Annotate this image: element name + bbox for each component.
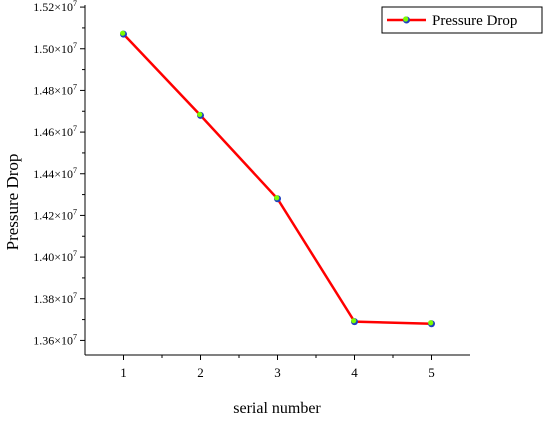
y-tick-label: 1.50×107 — [33, 41, 77, 56]
legend-label: Pressure Drop — [432, 13, 517, 29]
series-line — [122, 33, 432, 325]
y-tick-label: 1.48×107 — [33, 82, 77, 97]
y-axis-label: Pressure Drop — [3, 154, 22, 251]
data-point[interactable] — [120, 30, 127, 38]
y-tick-label: 1.36×107 — [33, 332, 77, 347]
y-tick-label: 1.38×107 — [33, 291, 77, 306]
data-point[interactable] — [351, 318, 358, 326]
y-ticks: 1.36×107 1.38×107 1.40×107 1.42×107 1.44×107… — [33, 0, 85, 347]
x-ticks: 1 2 3 4 5 — [120, 355, 435, 380]
data-point-marker — [351, 318, 357, 324]
y-tick-label: 1.40×107 — [33, 249, 77, 264]
x-axis-label: serial number — [233, 400, 321, 417]
data-point[interactable] — [428, 320, 435, 328]
data-point-marker — [428, 320, 434, 326]
axes — [84, 5, 470, 356]
data-point[interactable] — [197, 111, 204, 119]
legend[interactable]: Pressure Drop — [381, 6, 543, 34]
y-tick-label: 1.42×107 — [33, 207, 77, 222]
x-tick-label: 1 — [120, 365, 127, 380]
x-tick-label: 2 — [197, 365, 204, 380]
y-tick-label: 1.46×107 — [33, 124, 77, 139]
data-point-marker — [197, 111, 203, 118]
legend-marker — [403, 16, 409, 22]
x-tick-label: 4 — [351, 365, 358, 380]
x-tick-label: 5 — [428, 365, 435, 380]
y-tick-label: 1.52×107 — [33, 0, 77, 14]
x-tick-label: 3 — [274, 365, 281, 380]
data-point-marker — [274, 195, 280, 201]
data-point[interactable] — [274, 195, 281, 203]
series — [120, 30, 435, 328]
data-point-marker — [120, 30, 126, 36]
y-tick-label: 1.44×107 — [33, 166, 77, 181]
